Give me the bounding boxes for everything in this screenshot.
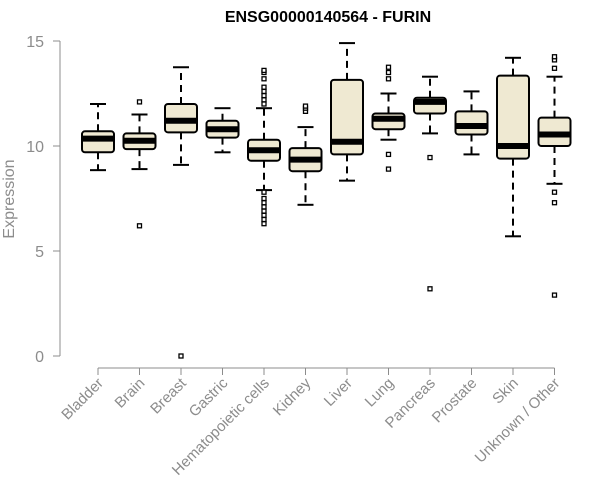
- box-rect: [496, 74, 530, 160]
- outlier-point: [427, 286, 433, 292]
- x-tick-label: Kidney: [270, 374, 315, 419]
- y-tick-label: 0: [35, 349, 44, 366]
- outlier-point: [261, 67, 267, 74]
- outlier-point: [261, 216, 267, 223]
- box-bladder: [81, 103, 115, 172]
- x-tick-label: Lung: [362, 375, 398, 411]
- box-breast: [164, 66, 198, 359]
- x-tick-label: Liver: [321, 375, 356, 410]
- outlier-point: [136, 223, 143, 229]
- x-tick-label: Skin: [489, 375, 522, 408]
- box-unknown-other: [537, 54, 572, 298]
- outlier-point: [261, 208, 267, 214]
- outlier-point: [261, 189, 267, 195]
- box-series: [81, 42, 572, 359]
- outlier-point: [385, 76, 392, 82]
- outlier-point: [385, 151, 392, 158]
- outlier-point: [427, 154, 433, 161]
- outlier-point: [551, 189, 558, 195]
- box-pancreas: [413, 75, 447, 292]
- box-hematopoietic-cells: [247, 67, 281, 227]
- y-tick-label: 15: [26, 34, 44, 51]
- box-lung: [371, 64, 406, 172]
- outlier-point: [261, 84, 267, 90]
- box-kidney: [288, 103, 323, 206]
- chart-title: ENSG00000140564 - FURIN: [225, 9, 431, 26]
- outlier-point: [136, 99, 143, 105]
- outlier-point: [261, 204, 267, 210]
- outlier-point: [261, 195, 267, 202]
- outlier-point: [261, 221, 267, 227]
- outlier-point: [261, 88, 267, 95]
- box-brain: [122, 99, 157, 229]
- outlier-point: [261, 92, 267, 99]
- outlier-point: [261, 76, 267, 82]
- outlier-point: [178, 353, 184, 359]
- outlier-point: [261, 212, 267, 218]
- outlier-point: [551, 200, 558, 206]
- box-rect: [330, 78, 364, 156]
- outlier-point: [551, 292, 558, 298]
- x-tick-label: Brain: [112, 375, 149, 412]
- box-gastric: [205, 107, 240, 154]
- x-tick-label: Breast: [147, 374, 190, 417]
- outlier-point: [551, 65, 558, 71]
- outlier-point: [261, 200, 267, 206]
- x-tick-label: Bladder: [58, 375, 107, 424]
- outlier-point: [385, 166, 392, 172]
- y-tick-label: 5: [35, 244, 44, 261]
- outlier-point: [261, 97, 267, 103]
- box-liver: [330, 42, 364, 182]
- y-axis-label: Expression: [1, 159, 18, 238]
- outlier-point: [385, 64, 392, 70]
- outlier-point: [302, 103, 309, 109]
- x-tick-label: Prostate: [429, 375, 481, 427]
- box-rect: [81, 130, 115, 154]
- y-axis: 0 5 10 15: [26, 34, 61, 366]
- box-rect: [454, 110, 489, 136]
- outlier-point: [261, 101, 267, 107]
- box-prostate: [454, 90, 489, 156]
- outlier-point: [385, 69, 392, 76]
- outlier-point: [551, 54, 558, 60]
- box-skin: [496, 56, 530, 238]
- y-tick-label: 10: [26, 139, 44, 156]
